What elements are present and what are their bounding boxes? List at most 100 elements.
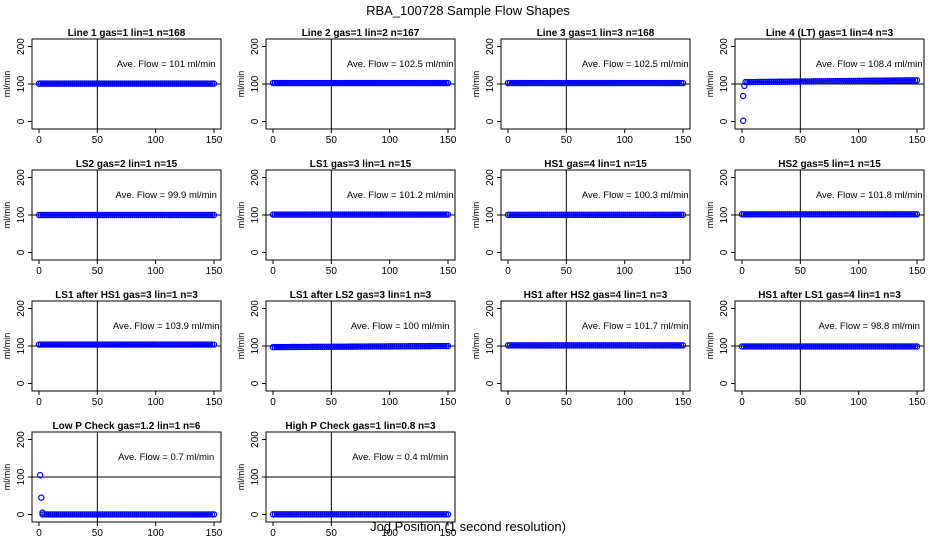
data-point [671, 211, 679, 219]
data-series [504, 79, 687, 87]
data-point [196, 80, 204, 87]
data-point [768, 78, 775, 86]
data-point [444, 342, 452, 350]
average-flow-annotation: Ave. Flow = 101.8 ml/min [816, 190, 923, 201]
x-tick-label: 0 [270, 266, 276, 277]
data-point [554, 211, 561, 219]
data-point [200, 341, 208, 348]
x-tick-label: 150 [675, 397, 692, 408]
x-tick-label: 0 [270, 528, 276, 539]
data-point [857, 77, 865, 85]
data-point [675, 79, 683, 87]
x-tick-label: 100 [850, 397, 867, 408]
data-point [614, 79, 621, 87]
data-point [899, 343, 907, 350]
data-point [305, 343, 312, 351]
data-point [564, 342, 571, 349]
data-point [630, 211, 637, 219]
data-point [422, 79, 430, 87]
data-point [520, 342, 528, 349]
data-point [311, 511, 318, 518]
panel-13: Low P Check gas=1.2 lin=1 n=6 0 50 100 150 0 1… [2, 421, 223, 539]
data-point [638, 342, 645, 349]
data-point [367, 211, 374, 218]
data-point [295, 211, 303, 218]
x-tick-label: 150 [675, 266, 692, 277]
data-point [204, 80, 212, 87]
data-point [626, 342, 633, 349]
data-point [105, 80, 112, 87]
y-tick-label: 0 [250, 118, 261, 124]
data-point [167, 211, 174, 219]
y-axis-label: ml/min [236, 202, 246, 229]
data-point [442, 511, 450, 518]
data-point [339, 343, 346, 350]
data-point [271, 343, 279, 351]
y-tick-label: 0 [16, 380, 27, 386]
data-point [881, 211, 889, 218]
data-point [576, 342, 583, 349]
data-point [167, 80, 174, 87]
data-point [618, 79, 625, 87]
data-point [123, 211, 130, 219]
data-point [407, 79, 414, 87]
data-point [588, 342, 595, 349]
data-point [546, 342, 553, 349]
data-point [878, 343, 885, 350]
data-point [622, 79, 629, 87]
data-point [295, 343, 303, 351]
data-point [881, 343, 889, 350]
data-point [874, 211, 881, 218]
data-point [53, 80, 61, 87]
data-point [293, 343, 301, 351]
data-point [327, 343, 334, 350]
data-point [81, 511, 88, 518]
data-point [568, 79, 575, 87]
data-point [305, 211, 312, 218]
data-point [534, 342, 542, 349]
data-point [303, 343, 311, 351]
y-tick-label: 0 [250, 511, 261, 517]
data-point [760, 343, 768, 350]
data-point [367, 343, 374, 350]
data-point [845, 77, 853, 85]
data-point [847, 77, 855, 85]
data-point [55, 511, 62, 518]
data-point [145, 341, 152, 348]
data-point [61, 80, 69, 87]
data-point [188, 511, 196, 518]
data-point [319, 511, 326, 518]
data-point [679, 211, 687, 219]
data-point [178, 341, 186, 348]
data-point [198, 80, 206, 87]
data-point [870, 343, 877, 350]
data-point [518, 342, 526, 349]
data-point [351, 79, 358, 87]
data-point [885, 77, 893, 84]
data-point-outlier [739, 117, 747, 124]
data-point [275, 211, 283, 218]
data-point [532, 79, 540, 87]
x-tick-label: 50 [561, 397, 573, 408]
data-point [188, 211, 196, 219]
data-point [790, 343, 797, 350]
data-series [35, 211, 218, 219]
data-point [186, 80, 194, 87]
data-point [794, 211, 801, 218]
data-point [796, 78, 803, 85]
y-tick-label: 100 [16, 75, 27, 92]
data-point [399, 211, 406, 218]
panel-9: LS1 after HS1 gas=3 lin=1 n=3 0 50 100 150 0 1… [2, 290, 223, 408]
data-point [630, 79, 637, 87]
data-point [401, 511, 408, 518]
data-point [345, 511, 352, 518]
data-point [327, 511, 334, 518]
data-point [289, 79, 297, 87]
data-point [828, 77, 835, 85]
data-point [760, 78, 767, 86]
data-point [782, 211, 789, 218]
data-point [377, 343, 384, 350]
data-point [275, 343, 283, 351]
data-point [171, 341, 178, 348]
x-tick-label: 0 [36, 528, 42, 539]
